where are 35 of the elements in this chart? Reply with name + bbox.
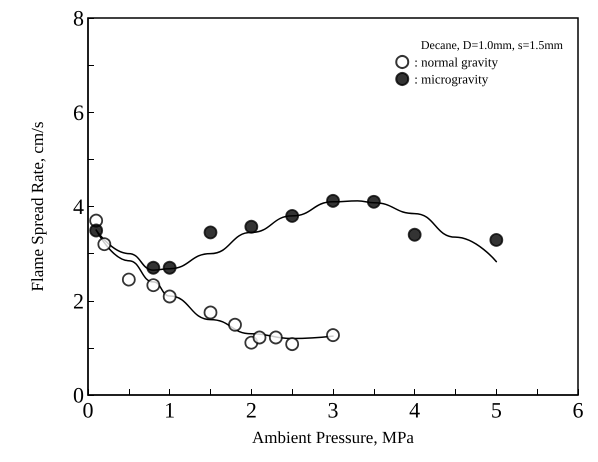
x-tick-label: 2: [246, 398, 257, 422]
legend-label: : microgravity: [414, 72, 489, 86]
point: [366, 194, 381, 209]
point: [162, 290, 177, 304]
legend-label: : normal gravity: [414, 54, 498, 70]
point: [204, 306, 218, 320]
point: [489, 233, 504, 247]
point: [97, 237, 112, 252]
point: [89, 224, 104, 238]
y-tick-label: 4: [73, 194, 84, 219]
y-axis-title: Flame Spread Rate, cm/s: [28, 122, 47, 292]
point: [326, 328, 340, 342]
point: [122, 272, 136, 286]
x-tick-label: 6: [572, 398, 584, 422]
point: [146, 260, 160, 275]
x-tick-label: 4: [409, 398, 420, 422]
x-tick-label: 3: [328, 398, 338, 422]
point: [162, 260, 177, 275]
point: [252, 330, 266, 344]
x-tick-label: 5: [490, 398, 502, 422]
point: [285, 209, 300, 223]
point: [244, 220, 258, 234]
x-axis-title: Ambient Pressure, MPa: [252, 428, 414, 447]
point: [326, 194, 340, 208]
point: [408, 228, 422, 242]
point: [146, 278, 160, 292]
legend-title: Decane, D=1.0mm, s=1.5mm: [420, 38, 564, 52]
x-tick-label: 1: [164, 398, 176, 422]
point: [268, 330, 283, 344]
point: [228, 318, 242, 332]
y-tick-label: 6: [73, 100, 84, 125]
y-tick-label: 2: [73, 288, 84, 314]
point: [204, 226, 218, 240]
y-tick-label: 8: [73, 6, 84, 30]
point: [285, 337, 300, 351]
